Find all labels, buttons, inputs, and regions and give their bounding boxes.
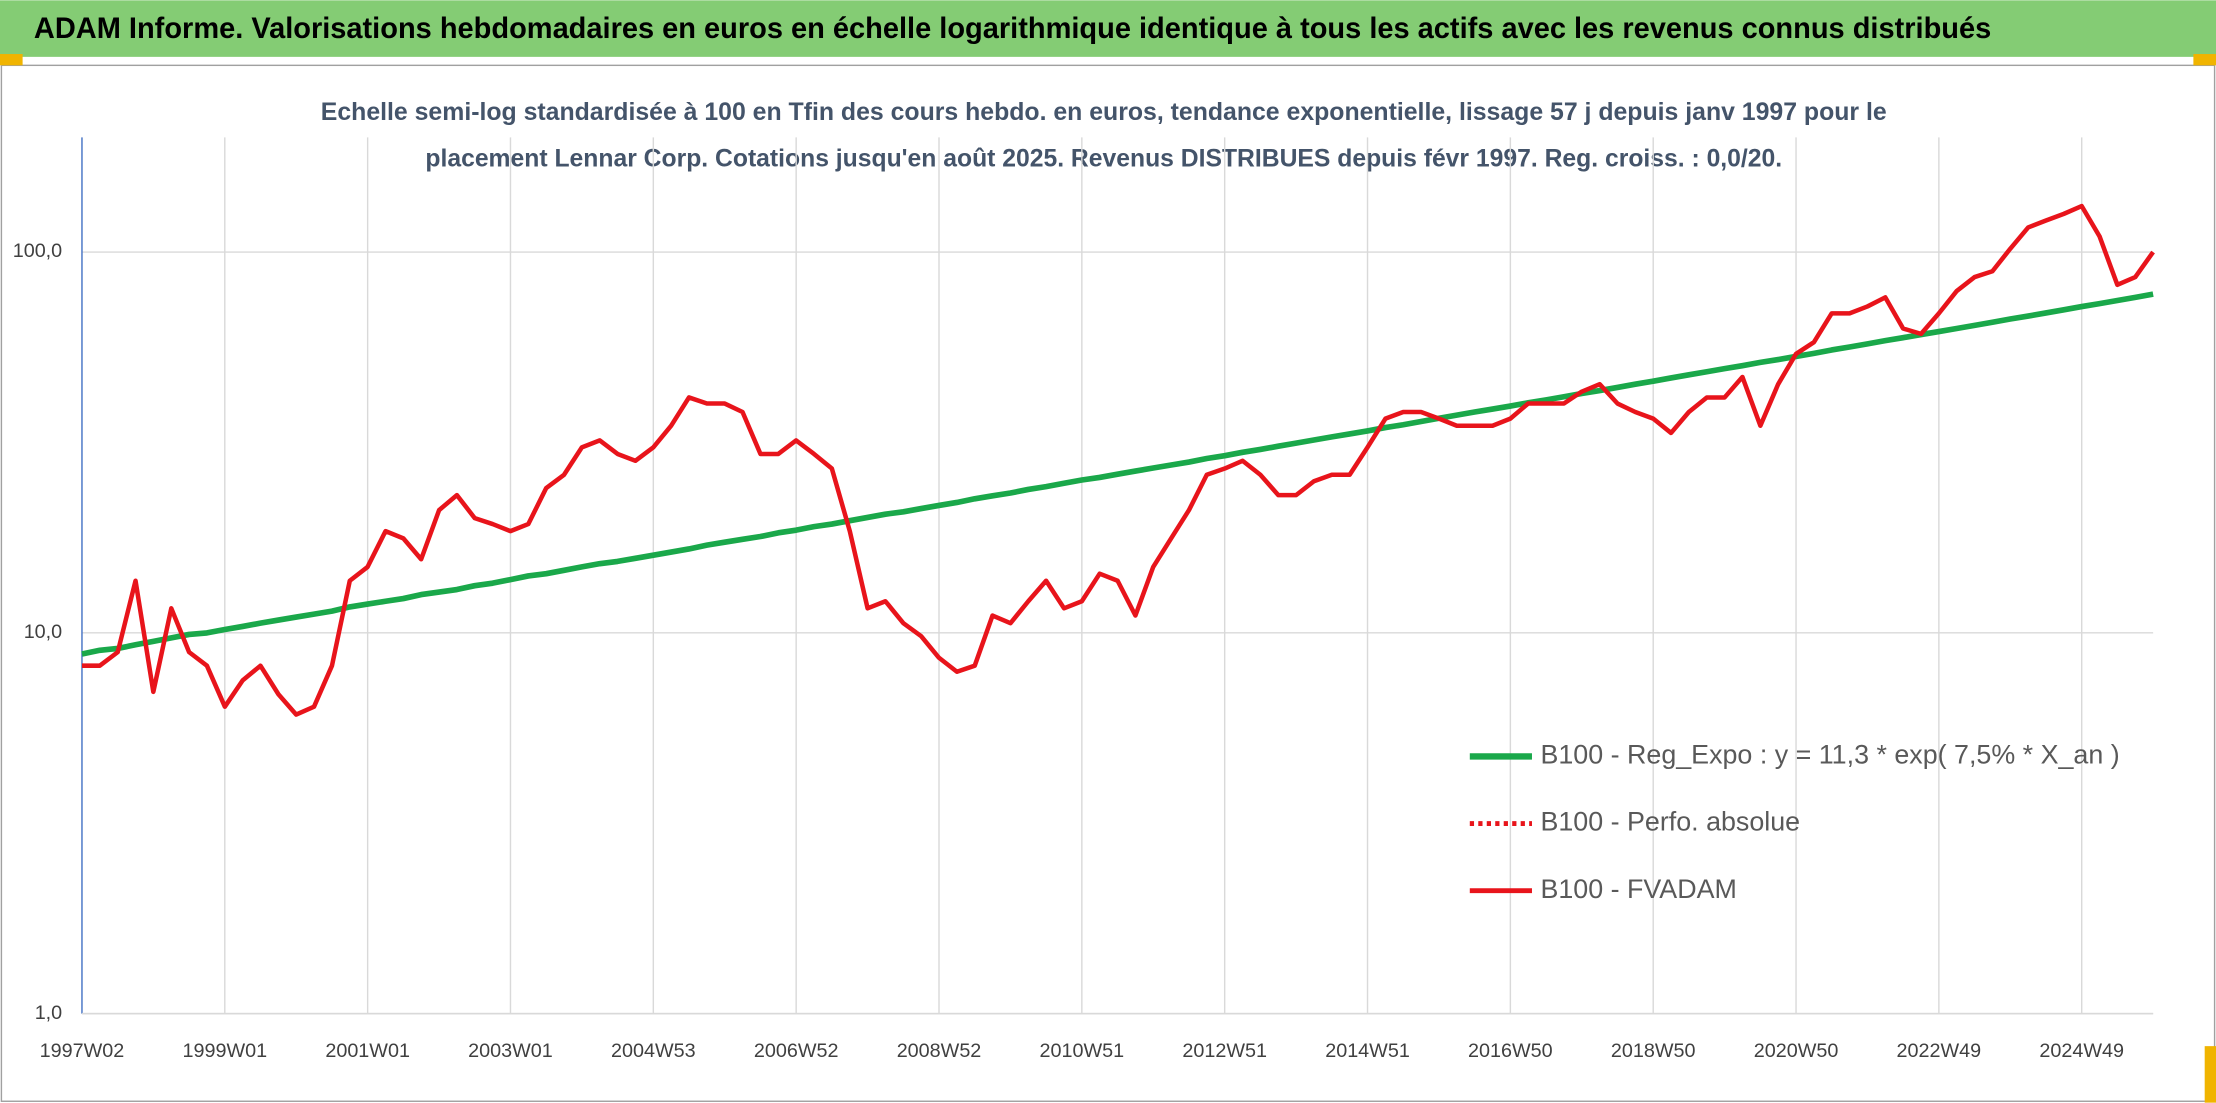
series-line	[81, 291, 2154, 657]
x-tick-label: 2024W49	[2039, 1040, 2124, 1062]
series-line	[81, 203, 2155, 717]
y-tick-label: 10,0	[24, 621, 62, 643]
subtitle: Echelle semi-log standardisée à 100 en T…	[321, 98, 1887, 126]
x-tick-label: 1999W01	[182, 1040, 267, 1062]
x-tick-label: 2014W51	[1325, 1040, 1410, 1062]
subtitle: placement Lennar Corp. Cotations jusqu'e…	[425, 145, 1782, 173]
legend-label: B100 - Reg_Expo : y = 11,3 * exp( 7,5% *…	[1540, 740, 2119, 770]
x-tick-label: 2022W49	[1897, 1040, 1982, 1062]
chart-title: ADAM Informe. Valorisations hebdomadaire…	[34, 12, 1991, 45]
corner	[0, 54, 23, 66]
chart-frame	[0, 64, 2216, 1102]
legend-label: B100 - Perfo. absolue	[1540, 807, 1800, 837]
corner	[2204, 1046, 2216, 1103]
x-tick-label: 2006W52	[754, 1040, 839, 1062]
y-tick-label: 100,0	[13, 240, 62, 262]
y-tick-label: 1,0	[35, 1002, 62, 1024]
x-tick-label: 2010W51	[1040, 1040, 1125, 1062]
x-tick-label: 2004W53	[611, 1040, 696, 1062]
corner	[2193, 54, 2216, 66]
x-tick-label: 2012W51	[1182, 1040, 1267, 1062]
x-tick-label: 2008W52	[897, 1040, 982, 1062]
x-tick-label: 2018W50	[1611, 1040, 1696, 1062]
x-tick-label: 2020W50	[1754, 1040, 1839, 1062]
x-tick-label: 2016W50	[1468, 1040, 1553, 1062]
x-tick-label: 2003W01	[468, 1040, 553, 1062]
legend-label: B100 - FVADAM	[1540, 874, 1736, 904]
x-tick-label: 2001W01	[325, 1040, 410, 1062]
header-bar	[0, 0, 2216, 57]
x-tick-label: 1997W02	[40, 1040, 125, 1062]
